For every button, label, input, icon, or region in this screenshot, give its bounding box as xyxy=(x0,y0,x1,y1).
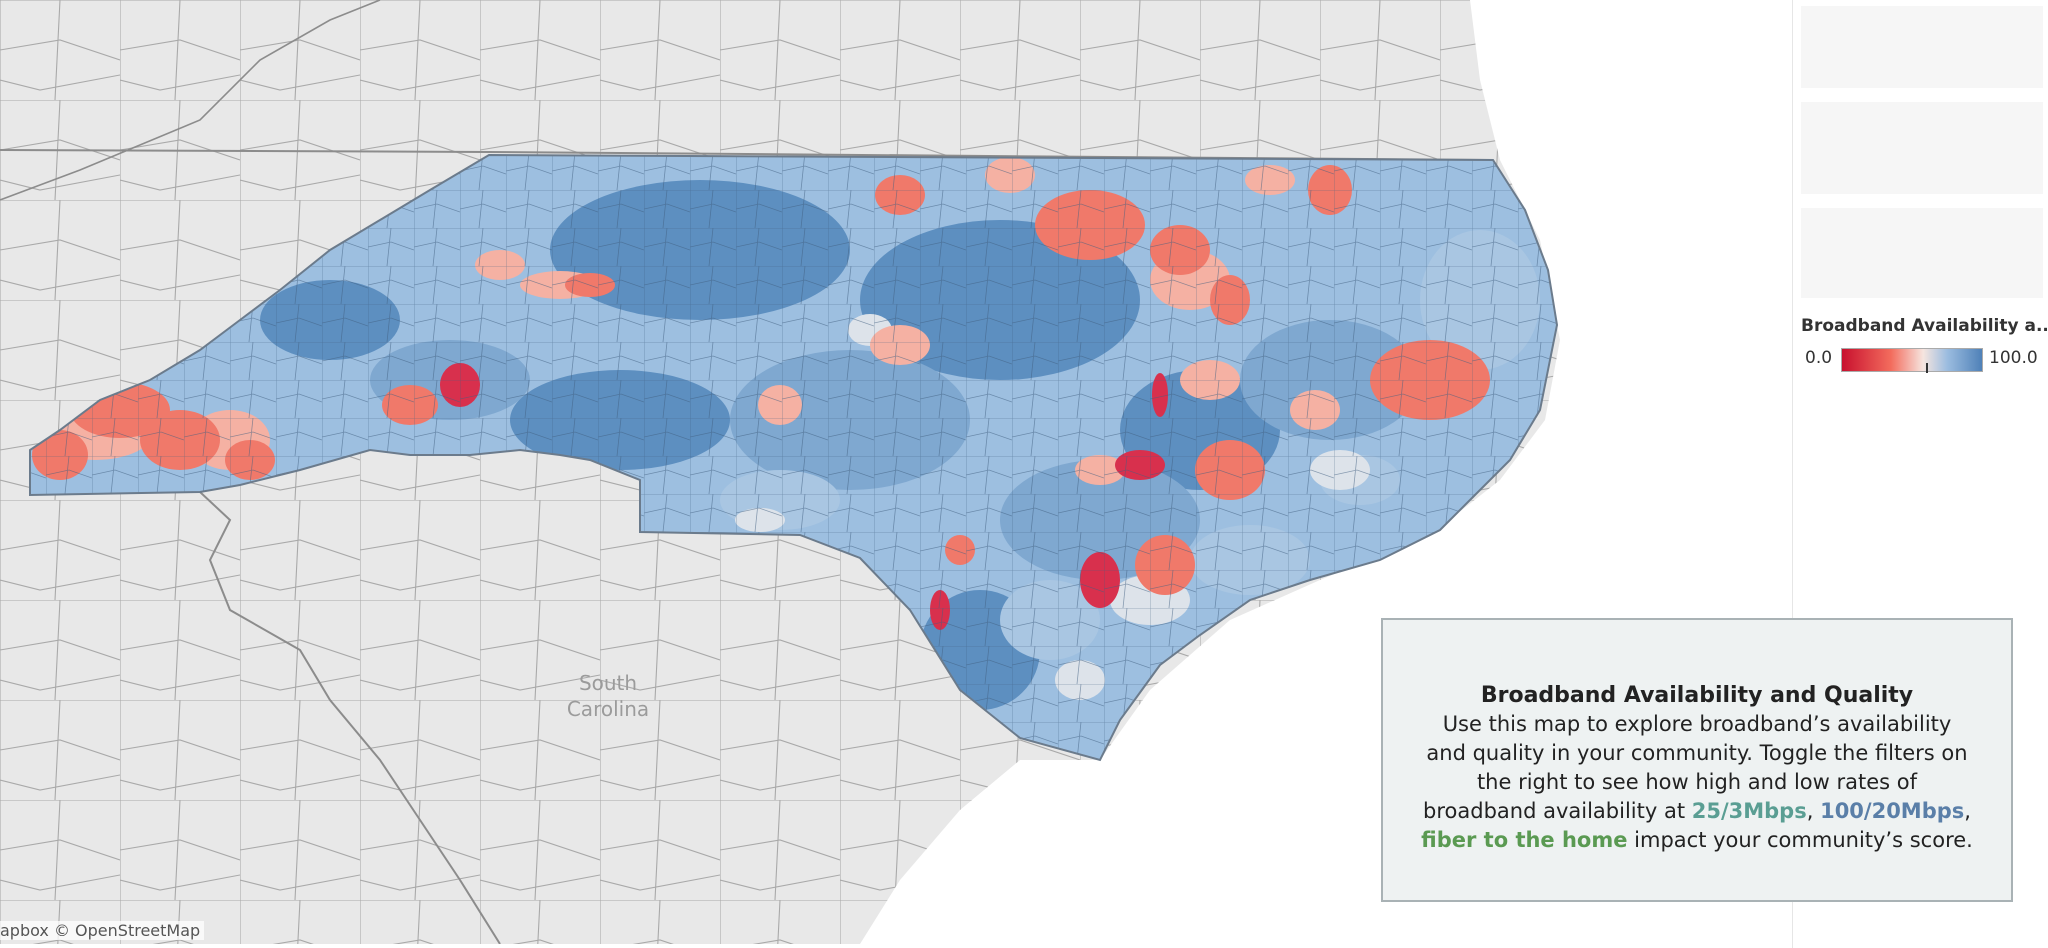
legend-title: Broadband Availability a... xyxy=(1801,316,2047,336)
info-line-4-text: broadband availability at xyxy=(1423,798,1692,823)
state-border-sc-ga xyxy=(199,491,501,944)
state-border-tn xyxy=(0,0,381,201)
info-line-2: and quality in your community. Toggle th… xyxy=(1426,740,1968,765)
info-line-4: broadband availability at 25/3Mbps, 100/… xyxy=(1423,797,1971,826)
info-panel: Broadband Availability and Quality Use t… xyxy=(1381,618,2013,902)
info-line-5-text: impact your community’s score. xyxy=(1627,827,1973,852)
highlight-100-20mbps: 100/20Mbps xyxy=(1820,798,1965,823)
legend-color-ramp xyxy=(1841,348,1983,373)
highlight-25-3mbps: 25/3Mbps xyxy=(1691,798,1807,823)
filter-100-20mbps[interactable] xyxy=(1801,102,2043,194)
separator-2: , xyxy=(1964,798,1971,823)
legend-marker xyxy=(1926,363,1929,373)
map-canvas[interactable] xyxy=(0,0,1792,944)
info-title: Broadband Availability and Quality xyxy=(1480,682,1914,708)
legend-max-value: 100.0 xyxy=(1989,348,2038,368)
legend-min-value: 0.0 xyxy=(1805,348,1833,368)
info-line-1: Use this map to explore broadband’s avai… xyxy=(1442,711,1952,736)
filter-25-3mbps[interactable] xyxy=(1801,6,2043,88)
highlight-fiber-to-home: fiber to the home xyxy=(1421,827,1628,852)
info-line-5: fiber to the home impact your community’… xyxy=(1421,826,1973,855)
info-line-3: the right to see how high and low rates … xyxy=(1476,769,1918,794)
separator-1: , xyxy=(1806,798,1821,823)
map-view[interactable]: South Carolina apbox © OpenStreetMap xyxy=(0,0,1792,944)
place-label-south-carolina: South Carolina xyxy=(566,671,650,721)
nc-outline xyxy=(29,153,1559,762)
map-attribution[interactable]: apbox © OpenStreetMap xyxy=(0,921,205,940)
filter-fiber-to-home[interactable] xyxy=(1801,208,2043,298)
